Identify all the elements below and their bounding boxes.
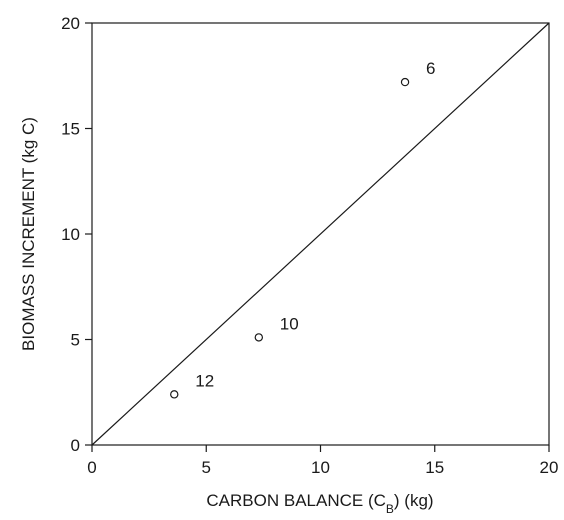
y-tick-label: 10 xyxy=(61,225,80,244)
reference-line xyxy=(91,22,550,446)
data-point xyxy=(254,333,264,342)
y-tick-label: 5 xyxy=(71,331,80,350)
y-axis-title: BIOMASS INCREMENT (kg C) xyxy=(19,117,38,351)
data-point-label: 10 xyxy=(280,314,299,333)
x-tick-label: 10 xyxy=(311,458,330,477)
y-tick-label: 0 xyxy=(71,436,80,455)
y-tick-label: 15 xyxy=(61,120,80,139)
x-axis-title: CARBON BALANCE (CB) (kg) xyxy=(206,491,433,516)
x-tick-label: 20 xyxy=(540,458,559,477)
data-point-label: 6 xyxy=(426,59,435,78)
x-tick-label: 0 xyxy=(87,458,96,477)
x-tick-label: 5 xyxy=(202,458,211,477)
x-axis-title-main: CARBON BALANCE (C xyxy=(206,491,385,510)
x-tick-label: 15 xyxy=(425,458,444,477)
data-point xyxy=(170,390,179,399)
data-point-label: 12 xyxy=(195,371,214,390)
data-point xyxy=(400,77,410,87)
x-axis-title-subscript: B xyxy=(386,502,394,516)
y-tick-label: 20 xyxy=(61,14,80,33)
x-axis-title-end: ) (kg) xyxy=(394,491,434,510)
